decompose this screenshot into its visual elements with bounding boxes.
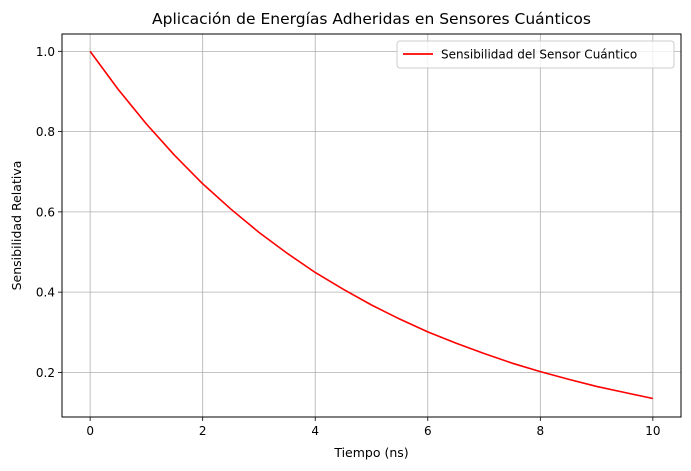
series-line — [89, 50, 654, 400]
y-tick-label: 0.2 — [36, 366, 55, 380]
y-tick-label: 0.4 — [36, 286, 55, 300]
y-tick-label: 1.0 — [36, 45, 55, 59]
legend-box — [396, 40, 675, 69]
x-tick-label: 0 — [86, 424, 94, 438]
y-axis-label: Sensibilidad Relativa — [9, 161, 24, 291]
plot-frame — [61, 33, 682, 418]
chart-title: Aplicación de Energías Adheridas en Sens… — [152, 10, 591, 28]
y-axis-ticks: 0.2 0.4 0.6 0.8 1.0 — [36, 45, 62, 380]
x-axis-ticks: 0 2 4 6 8 10 — [86, 417, 661, 438]
x-tick-label: 10 — [645, 424, 660, 438]
y-tick-label: 0.6 — [36, 205, 55, 219]
legend-label: Sensibilidad del Sensor Cuántico — [441, 48, 637, 62]
x-axis-label: Tiempo (ns) — [333, 445, 408, 460]
x-tick-label: 6 — [424, 424, 432, 438]
legend: Sensibilidad del Sensor Cuántico — [396, 40, 675, 69]
x-tick-label: 2 — [199, 424, 207, 438]
x-tick-label: 8 — [536, 424, 544, 438]
x-tick-label: 4 — [311, 424, 319, 438]
y-tick-label: 0.8 — [36, 125, 55, 139]
series-layer — [89, 50, 654, 400]
